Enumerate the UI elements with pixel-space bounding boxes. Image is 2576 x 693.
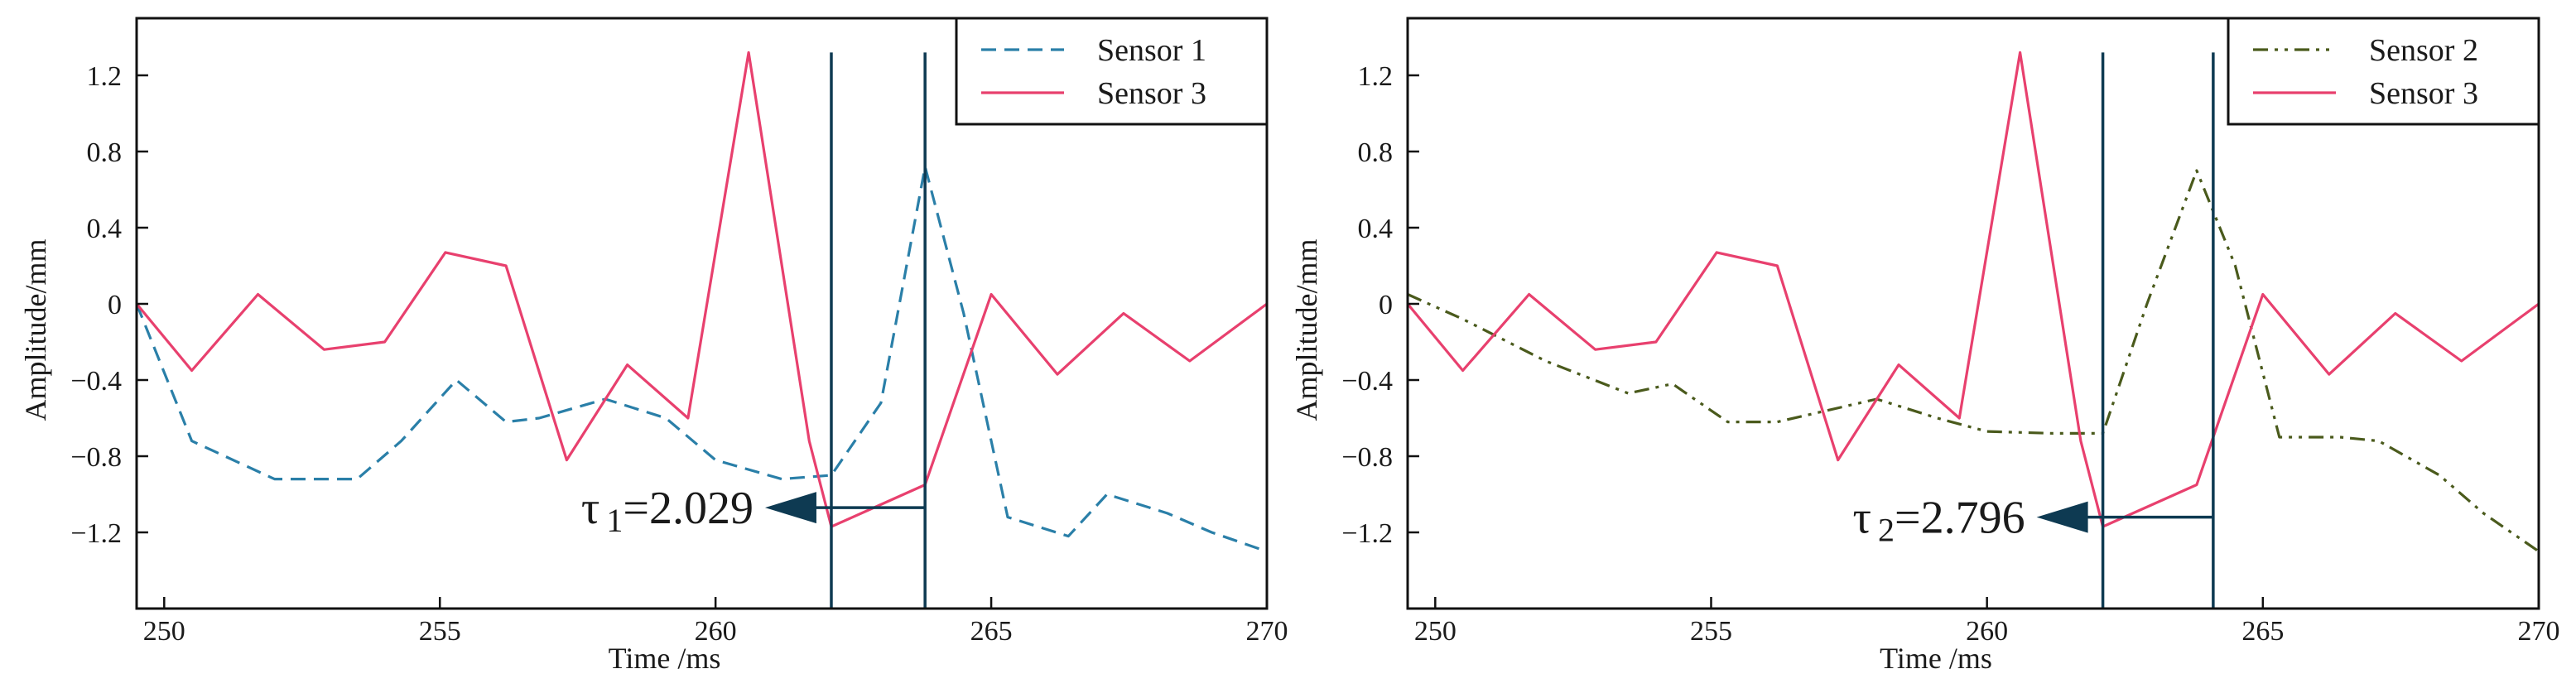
y-tick-label: −1.2 — [1341, 518, 1393, 549]
x-axis-label: Time /ms — [609, 642, 721, 675]
x-tick-label: 270 — [1246, 616, 1288, 647]
legend-box — [2227, 17, 2540, 126]
legend-label-sensor-3: Sensor 3 — [1097, 76, 1206, 111]
x-tick-label: 260 — [695, 616, 737, 647]
legend-label-sensor-1: Sensor 1 — [1097, 33, 1206, 68]
y-tick-label: 1.2 — [1358, 61, 1394, 92]
tau-symbol: τ — [581, 483, 600, 534]
delay-arrow-head — [764, 492, 816, 524]
y-tick-label: −0.4 — [70, 366, 122, 397]
y-axis-label: Amplitude/mm — [19, 239, 52, 421]
y-tick-label: 0 — [108, 290, 122, 320]
tau-symbol: τ — [1852, 493, 1871, 544]
series-line-sensor-3 — [137, 51, 1267, 528]
y-tick-label: 0.4 — [87, 214, 123, 244]
y-tick-label: 0 — [1379, 290, 1393, 320]
x-tick-label: 250 — [1414, 616, 1457, 647]
series-line-sensor-3 — [1408, 51, 2539, 528]
x-tick-label: 270 — [2518, 616, 2560, 647]
tau-subscript: 2 — [1878, 512, 1895, 549]
legend-label-sensor-3: Sensor 3 — [2369, 76, 2478, 111]
legend-box — [955, 17, 1269, 126]
y-tick-label: −0.4 — [1341, 366, 1393, 397]
series-line-sensor-2 — [1408, 169, 2539, 553]
tau-annotation: τ 2=2.796 — [1852, 493, 2025, 549]
y-tick-label: 0.8 — [87, 137, 123, 168]
x-axis-label: Time /ms — [1880, 642, 1992, 675]
chart-panel-left: τ 1=2.029 1.2 0.8 0.4 0 −0.4 −0.8 −1.2 250 255 260 2… — [19, 17, 1288, 675]
tau-value: =2.029 — [623, 483, 754, 534]
chart-panel-right: τ 2=2.796 1.2 0.8 0.4 0 −0.4 −0.8 −1.2 250 255 260 2… — [1290, 17, 2560, 675]
x-tick-label: 260 — [1966, 616, 2008, 647]
delay-arrow-head — [2036, 501, 2088, 533]
series-line-sensor-1 — [137, 165, 1267, 553]
x-tick-label: 255 — [1690, 616, 1732, 647]
plot-frame — [135, 17, 1269, 610]
y-axis-label: Amplitude/mm — [1290, 239, 1323, 421]
x-tick-label: 250 — [143, 616, 185, 647]
tau-annotation: τ 1=2.029 — [581, 483, 754, 539]
x-tick-label: 265 — [970, 616, 1013, 647]
tau-value: =2.796 — [1895, 493, 2025, 544]
x-tick-label: 265 — [2241, 616, 2284, 647]
plot-frame — [1406, 17, 2540, 610]
legend-label-sensor-2: Sensor 2 — [2369, 33, 2478, 68]
y-tick-label: 1.2 — [87, 61, 123, 92]
tau-subscript: 1 — [606, 502, 623, 539]
y-tick-label: 0.8 — [1358, 137, 1394, 168]
y-tick-label: −0.8 — [1341, 442, 1393, 473]
y-tick-label: −0.8 — [70, 442, 122, 473]
y-tick-label: 0.4 — [1358, 214, 1394, 244]
y-tick-label: −1.2 — [70, 518, 122, 549]
x-tick-label: 255 — [419, 616, 461, 647]
